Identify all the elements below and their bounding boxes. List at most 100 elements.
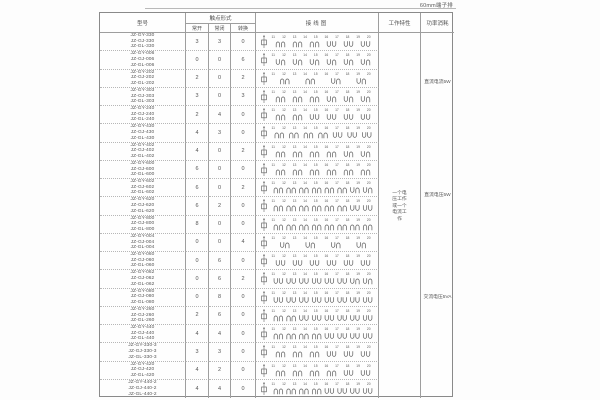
model-number: JZ-GL-620 xyxy=(130,208,155,214)
svg-text:15: 15 xyxy=(314,90,318,94)
nc-count-cell: 3 xyxy=(209,343,231,362)
no-count-cell: 4 xyxy=(186,379,209,398)
relay-wiring-schematic: 11 12 13 14 15 16 17 18 19 20 xyxy=(261,364,371,377)
model-number: JZ-GL-202 xyxy=(130,80,155,86)
svg-text:15: 15 xyxy=(314,218,318,222)
svg-text:13: 13 xyxy=(293,90,297,94)
power-note-dc-current: 直流电流5W xyxy=(424,80,451,85)
model-number: JZ-GJ-004 xyxy=(130,239,155,245)
svg-text:20: 20 xyxy=(367,345,371,349)
no-count-cell: 0 xyxy=(186,252,209,271)
model-number: JZ-GJ-240 xyxy=(130,111,155,117)
relay-wiring-schematic: 11 12 13 14 15 16 17 18 19 20 xyxy=(261,108,371,122)
svg-text:13: 13 xyxy=(293,272,297,276)
svg-text:15: 15 xyxy=(314,181,318,185)
svg-text:16: 16 xyxy=(325,126,329,130)
svg-text:20: 20 xyxy=(367,291,371,295)
svg-text:17: 17 xyxy=(335,163,339,167)
svg-text:19: 19 xyxy=(356,199,360,203)
svg-text:17: 17 xyxy=(335,145,339,149)
model-number: JZ-GY-062 xyxy=(130,270,155,276)
svg-text:12: 12 xyxy=(282,382,286,386)
wiring-diagram-cell: 11 12 13 14 15 16 17 18 19 20 xyxy=(256,69,379,88)
col-header-contact-form: 触点形式 xyxy=(186,13,256,24)
svg-text:15: 15 xyxy=(314,35,318,39)
co-count-cell: 0 xyxy=(231,325,256,344)
svg-text:12: 12 xyxy=(282,254,286,258)
power-note-dc-voltage: 直流电压5W xyxy=(424,193,451,198)
svg-text:17: 17 xyxy=(335,236,339,240)
model-number: JZ-GL-420 xyxy=(130,372,155,378)
working-characteristics-cell: 一个电压工作或一个电流工作 xyxy=(379,33,421,398)
svg-text:17: 17 xyxy=(335,126,339,130)
svg-text:18: 18 xyxy=(346,327,350,331)
co-count-cell: 4 xyxy=(231,233,256,252)
svg-text:20: 20 xyxy=(367,236,371,240)
model-number: JZ-GY-440 xyxy=(130,325,155,331)
svg-text:14: 14 xyxy=(303,364,307,368)
model-cell: JZ-GY-620 JZ-GJ-620 JZ-GL-620 xyxy=(100,197,186,216)
col-header-power-consumption: 功率消耗 xyxy=(421,13,454,33)
relay-wiring-schematic: 11 12 13 14 15 16 17 18 19 20 xyxy=(261,199,373,213)
svg-text:20: 20 xyxy=(367,72,371,76)
co-count-cell: 0 xyxy=(231,306,256,325)
svg-text:20: 20 xyxy=(367,181,371,185)
svg-text:12: 12 xyxy=(282,126,286,130)
model-number: JZ-GY-600 xyxy=(130,160,155,166)
svg-text:19: 19 xyxy=(356,364,360,368)
svg-text:18: 18 xyxy=(346,291,350,295)
svg-text:18: 18 xyxy=(346,90,350,94)
col-header-normally-open: 常开 xyxy=(186,24,209,33)
svg-text:13: 13 xyxy=(293,145,297,149)
model-number: JZ-GJ-800 xyxy=(130,221,155,227)
svg-text:13: 13 xyxy=(293,35,297,39)
svg-text:18: 18 xyxy=(346,53,350,57)
svg-text:12: 12 xyxy=(282,90,286,94)
no-count-cell: 6 xyxy=(186,197,209,216)
svg-text:19: 19 xyxy=(356,53,360,57)
no-count-cell: 4 xyxy=(186,142,209,161)
model-number: JZ-GY-420 xyxy=(130,361,155,367)
wiring-diagram-cell: 11 12 13 14 15 16 17 18 19 20 xyxy=(256,179,379,198)
svg-text:19: 19 xyxy=(356,163,360,167)
svg-text:20: 20 xyxy=(367,272,371,276)
svg-text:13: 13 xyxy=(293,163,297,167)
svg-text:20: 20 xyxy=(367,199,371,203)
svg-text:11: 11 xyxy=(272,272,276,276)
svg-text:16: 16 xyxy=(325,291,329,295)
svg-text:16: 16 xyxy=(325,53,329,57)
co-count-cell: 0 xyxy=(231,106,256,125)
nc-count-cell: 0 xyxy=(209,51,231,70)
svg-text:19: 19 xyxy=(356,345,360,349)
model-number: JZ-GL-600 xyxy=(130,172,155,178)
svg-text:12: 12 xyxy=(282,145,286,149)
no-count-cell: 6 xyxy=(186,179,209,198)
model-cell: JZ-GY-402 JZ-GJ-402 JZ-GL-402 xyxy=(100,142,186,161)
svg-text:14: 14 xyxy=(303,345,307,349)
power-note-ac-voltage: 交流电压5VA xyxy=(423,295,452,300)
svg-text:14: 14 xyxy=(303,254,307,258)
nc-count-cell: 6 xyxy=(209,306,231,325)
co-count-cell: 0 xyxy=(231,33,256,52)
model-cell: JZ-GY-430 JZ-GJ-430 JZ-GL-430 xyxy=(100,124,186,143)
model-number: JZ-GY-006 xyxy=(130,51,155,57)
svg-text:11: 11 xyxy=(272,181,276,185)
relay-wiring-schematic: 11 12 13 14 15 16 17 18 19 20 xyxy=(261,236,371,249)
svg-text:18: 18 xyxy=(346,126,350,130)
svg-text:16: 16 xyxy=(325,254,329,258)
model-number: JZ-GJ-600 xyxy=(130,166,155,172)
model-cell: JZ-GY-330-3 JZ-GJ-330-3 JZ-GL-330-3 xyxy=(100,343,186,362)
model-number: JZ-GY-602 xyxy=(130,179,155,185)
svg-text:17: 17 xyxy=(335,309,339,313)
working-characteristics-note: 一个电压工作或一个电流工作 xyxy=(392,191,407,222)
svg-text:14: 14 xyxy=(303,382,307,386)
model-number: JZ-GY-402 xyxy=(130,142,155,148)
svg-text:11: 11 xyxy=(272,364,276,368)
svg-text:11: 11 xyxy=(272,126,276,130)
svg-text:14: 14 xyxy=(303,53,307,57)
svg-text:17: 17 xyxy=(335,382,339,386)
no-count-cell: 8 xyxy=(186,215,209,234)
svg-text:14: 14 xyxy=(303,327,307,331)
model-number: JZ-GJ-060 xyxy=(130,257,155,263)
svg-text:17: 17 xyxy=(335,35,339,39)
